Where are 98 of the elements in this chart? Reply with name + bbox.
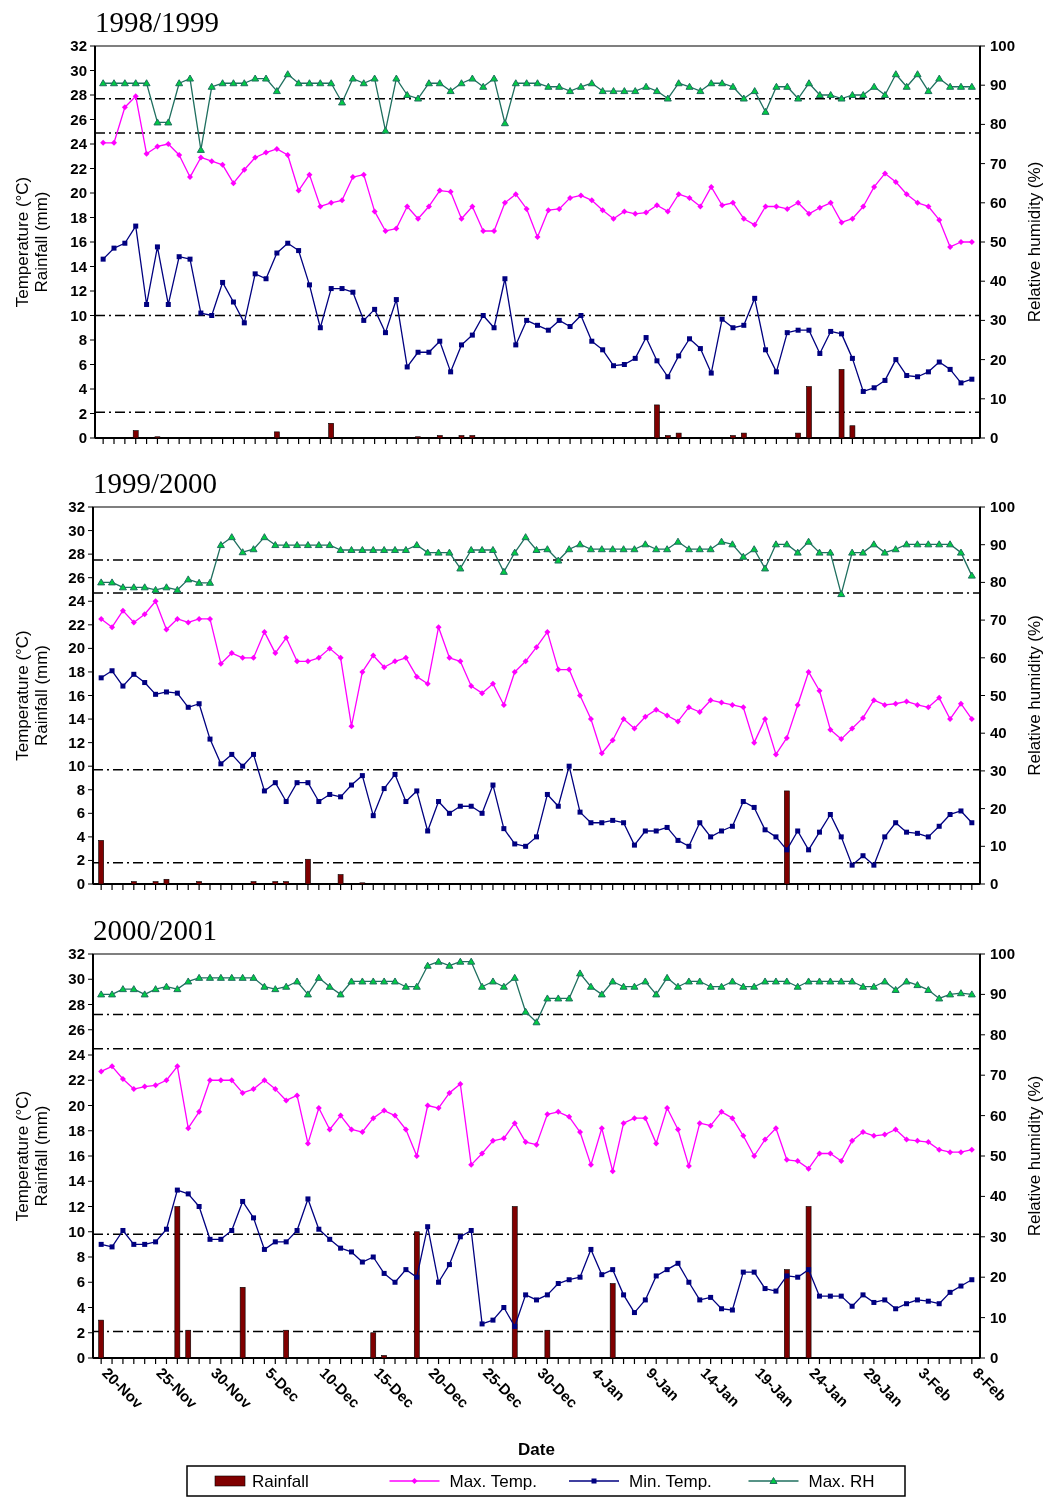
y-tick-label: 2: [76, 1323, 85, 1341]
y2-tick-label: 100: [990, 37, 1016, 54]
y-tick-label: 30: [68, 970, 85, 988]
y-tick-label: 6: [76, 1273, 85, 1291]
y-tick-label: 4: [76, 827, 86, 845]
y-tick-label: 12: [70, 282, 87, 299]
y-tick-label: 30: [68, 521, 85, 539]
y2-tick-label: 0: [990, 429, 999, 446]
legend-label: Min. Temp.: [629, 1472, 712, 1491]
y-tick-label: 14: [70, 257, 88, 275]
y2-tick-label: 10: [990, 837, 1007, 855]
legend-label: Rainfall: [252, 1472, 309, 1491]
y2-tick-label: 40: [990, 1187, 1007, 1205]
y2-tick-label: 30: [990, 761, 1007, 779]
y-tick-label: 0: [76, 1349, 85, 1366]
y-tick-label: 8: [78, 331, 87, 348]
y-tick-label: 4: [76, 1298, 86, 1316]
y-tick-label: 20: [70, 184, 87, 201]
y-tick-label: 32: [68, 498, 85, 515]
y2-tick-label: 20: [990, 799, 1007, 817]
y2-tick-label: 30: [990, 1227, 1007, 1245]
chart-title: 1998/1999: [95, 6, 220, 38]
y-axis-title: Temperature (°C) Rainfall (mm): [13, 1090, 51, 1222]
y-tick-label: 16: [70, 233, 87, 250]
y-tick-label: 14: [68, 710, 86, 728]
y2-tick-label: 10: [990, 389, 1007, 407]
y-tick-label: 20: [68, 639, 85, 657]
y2-tick-label: 80: [990, 1025, 1007, 1043]
y2-tick-label: 100: [990, 498, 1016, 515]
y-tick-label: 18: [68, 1121, 85, 1139]
y-tick-label: 22: [68, 615, 85, 633]
y-tick-label: 6: [76, 804, 85, 822]
y-tick-label: 10: [68, 757, 85, 775]
y2-tick-label: 10: [990, 1308, 1007, 1326]
y2-tick-label: 30: [990, 311, 1007, 329]
y2-tick-label: 0: [990, 875, 999, 892]
y-tick-label: 24: [68, 1046, 86, 1063]
y2-axis-title: Relative humidity (%): [1025, 1075, 1044, 1237]
y-tick-label: 2: [78, 404, 87, 422]
y-tick-label: 10: [70, 306, 87, 324]
y-tick-label: 8: [76, 1248, 85, 1265]
y2-tick-label: 60: [990, 648, 1007, 666]
y2-tick-label: 80: [990, 573, 1007, 591]
x-axis-title: Date: [518, 1440, 555, 1459]
y-axis-title: Temperature (°C) Rainfall (mm): [13, 630, 51, 761]
y-tick-label: 28: [68, 995, 85, 1013]
y2-tick-label: 70: [990, 154, 1007, 172]
y-tick-label: 32: [70, 37, 87, 54]
y-tick-label: 10: [68, 1222, 85, 1240]
y2-tick-label: 40: [990, 724, 1007, 742]
y-tick-label: 30: [70, 61, 87, 79]
y2-tick-label: 50: [990, 1147, 1007, 1164]
y2-tick-label: 20: [990, 1268, 1007, 1286]
y-tick-label: 4: [78, 380, 88, 397]
y-tick-label: 24: [70, 135, 88, 152]
y2-tick-label: 80: [990, 115, 1007, 133]
y-tick-label: 12: [68, 1197, 85, 1215]
y-axis-title: Temperature (°C) Rainfall (mm): [13, 176, 51, 308]
y2-axis-title: Relative humidity (%): [1025, 161, 1044, 323]
y2-tick-label: 50: [990, 233, 1007, 250]
y-tick-label: 0: [76, 875, 85, 892]
y-tick-label: 18: [70, 208, 87, 226]
y2-tick-label: 70: [990, 611, 1007, 629]
y2-tick-label: 90: [990, 76, 1007, 94]
y-tick-label: 0: [78, 429, 87, 446]
y-tick-label: 24: [68, 592, 86, 610]
y2-tick-label: 0: [990, 1349, 999, 1366]
y2-tick-label: 20: [990, 350, 1007, 368]
y-tick-label: 26: [70, 110, 87, 128]
legend-label: Max. Temp.: [449, 1472, 538, 1491]
y2-tick-label: 60: [990, 193, 1007, 211]
y2-tick-label: 90: [990, 985, 1007, 1003]
y-tick-label: 26: [68, 568, 85, 586]
y2-tick-label: 70: [990, 1066, 1007, 1084]
legend-label: Max. RH: [808, 1472, 875, 1491]
y2-tick-label: 50: [990, 686, 1007, 704]
y2-axis-title: Relative humidity (%): [1025, 615, 1044, 776]
y2-tick-label: 90: [990, 535, 1007, 553]
y2-tick-label: 60: [990, 1106, 1007, 1124]
y-tick-label: 6: [78, 355, 87, 373]
y-tick-label: 26: [68, 1020, 85, 1038]
y-tick-label: 18: [68, 662, 85, 680]
y2-tick-label: 40: [990, 272, 1007, 290]
y-tick-label: 14: [68, 1172, 86, 1190]
chart-title: 2000/2001: [93, 914, 218, 946]
y-tick-label: 2: [76, 851, 85, 869]
y-tick-label: 20: [68, 1096, 85, 1114]
y2-tick-label: 100: [990, 945, 1016, 962]
y-tick-label: 22: [70, 159, 87, 177]
y-tick-label: 22: [68, 1071, 85, 1089]
chart-title: 1999/2000: [93, 467, 218, 499]
y-tick-label: 28: [70, 86, 87, 103]
y-tick-label: 32: [68, 945, 85, 962]
y-tick-label: 16: [68, 1147, 85, 1164]
y-tick-label: 8: [76, 780, 85, 798]
y-tick-label: 28: [68, 545, 85, 563]
y-tick-label: 16: [68, 686, 85, 704]
y-tick-label: 12: [68, 733, 85, 751]
